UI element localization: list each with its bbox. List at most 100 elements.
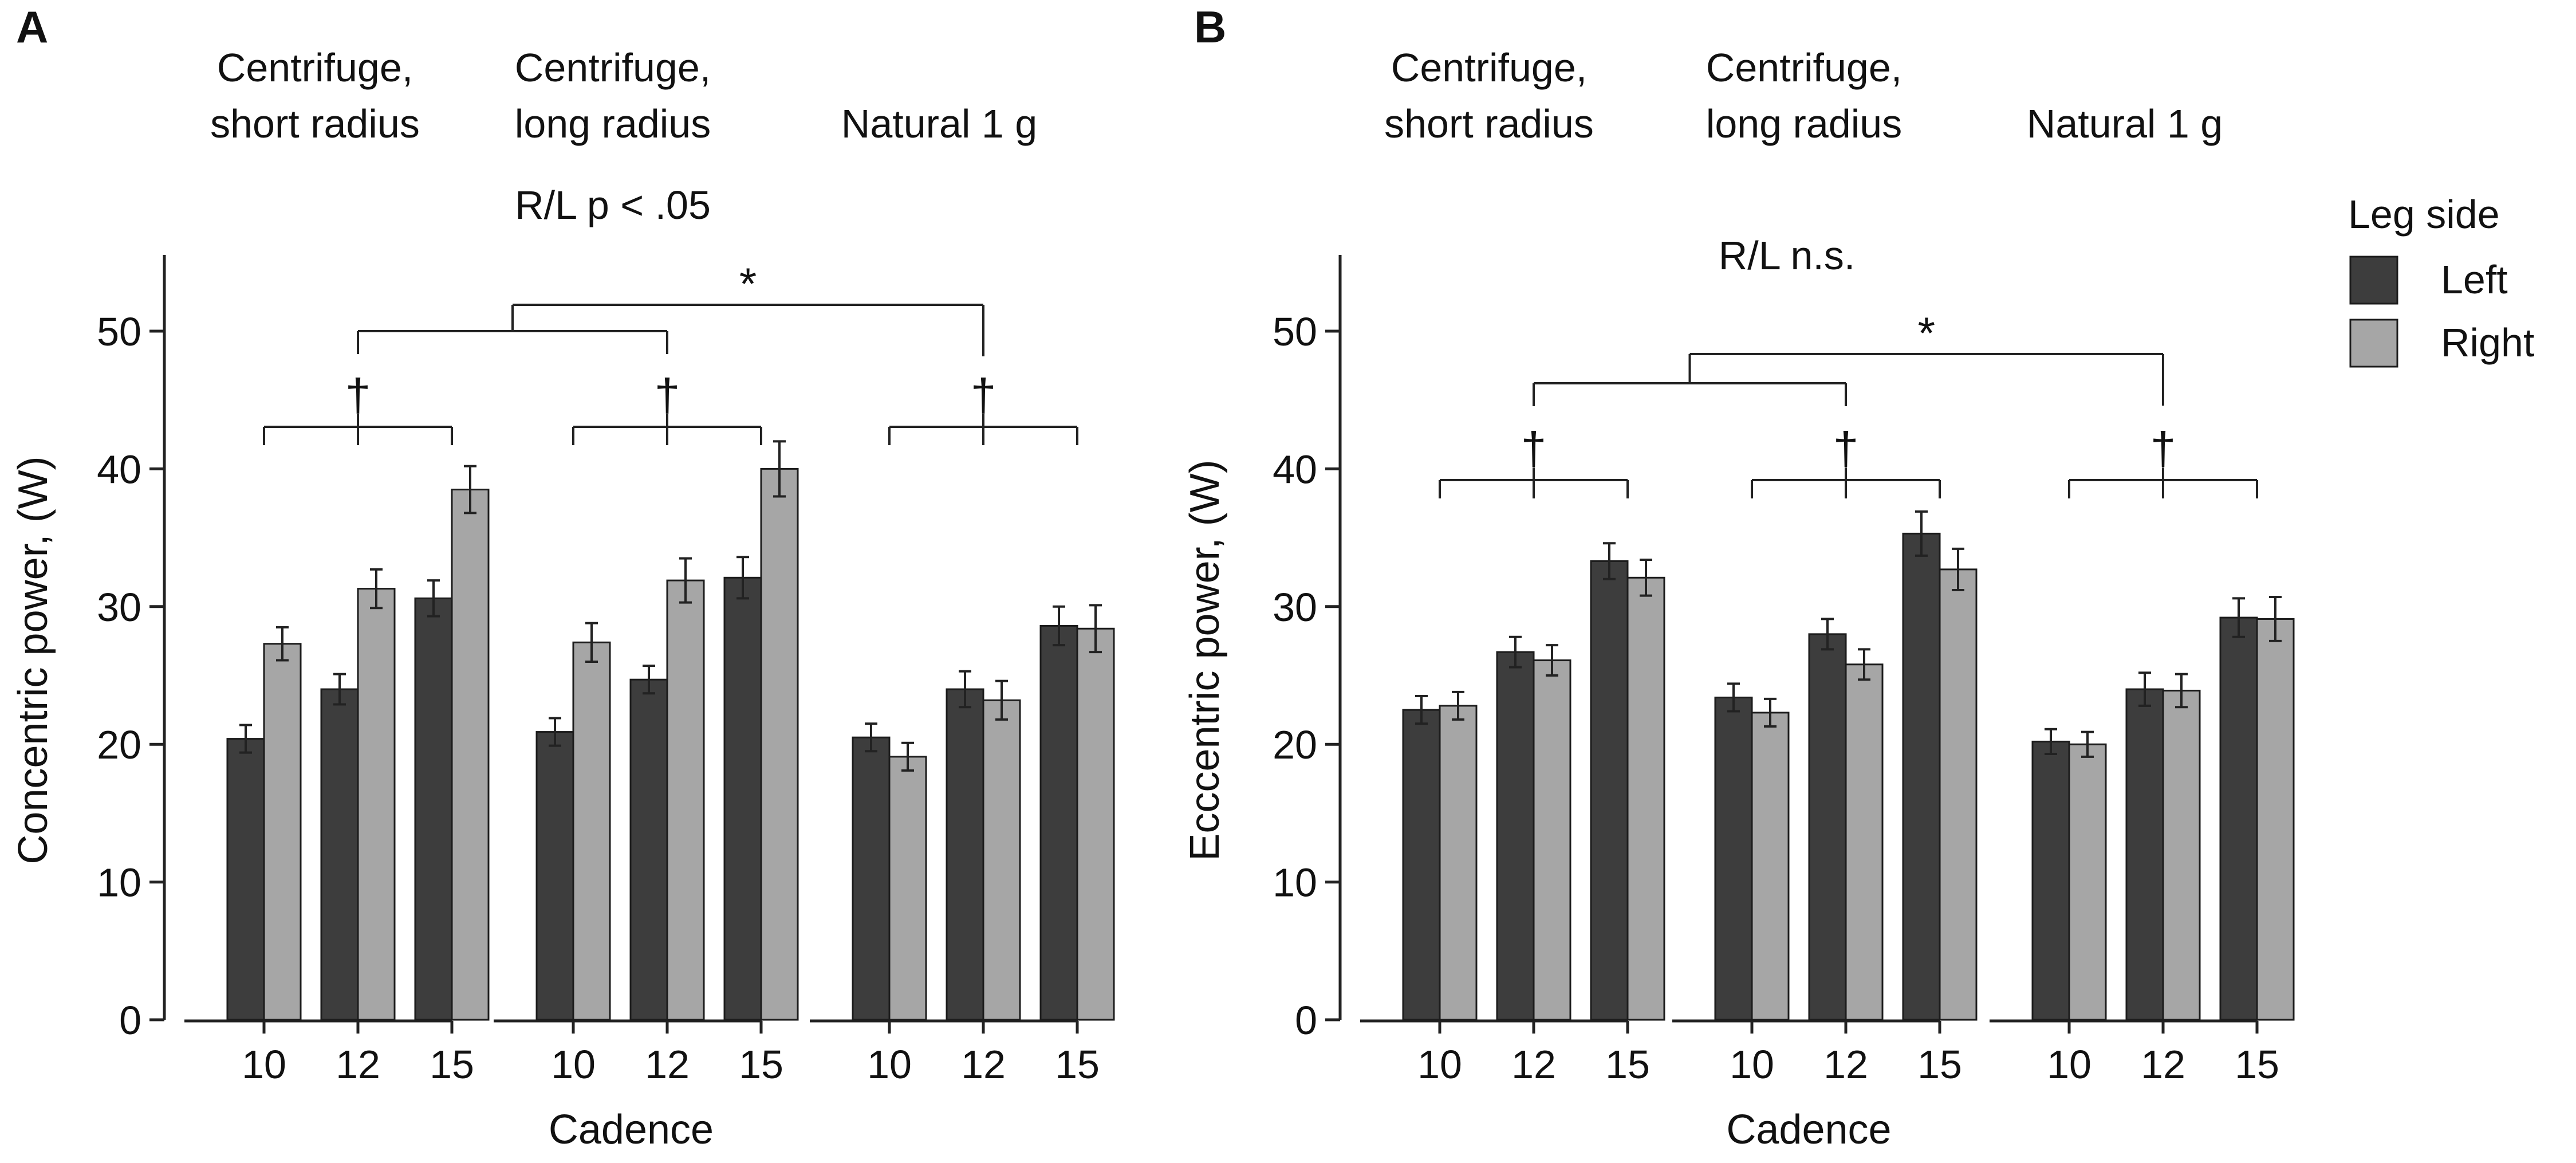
significance-bracket: †: [572, 370, 762, 445]
bar-left: [414, 597, 453, 1021]
significance-marker: *: [1918, 308, 1935, 358]
error-bar-right: [2269, 595, 2282, 642]
facet-title: short radius: [1384, 101, 1594, 146]
error-bar-left: [1821, 618, 1834, 651]
bar-left: [1590, 560, 1629, 1021]
significance-marker: †: [655, 370, 680, 421]
error-bar-right: [995, 679, 1008, 721]
error-bar-right: [679, 557, 692, 604]
x-tick-label: 12: [1823, 1042, 1868, 1087]
error-bar-left: [239, 724, 252, 754]
y-tick-label: 20: [97, 722, 141, 767]
y-tick-label: 10: [97, 861, 141, 905]
bar-right: [357, 588, 396, 1021]
error-bar-right: [2081, 730, 2094, 758]
facet-title: Centrifuge,: [217, 45, 413, 90]
error-bar-left: [643, 665, 655, 695]
x-tick-label: 10: [2047, 1042, 2091, 1087]
bar-right: [1845, 663, 1884, 1021]
significance-bracket: †: [888, 370, 1078, 445]
bar-left: [1808, 633, 1847, 1021]
error-bar-left: [736, 556, 749, 600]
bar-right: [1076, 627, 1115, 1021]
significance-marker: †: [1521, 423, 1547, 474]
x-tick-label: 15: [1917, 1042, 1962, 1087]
significance-marker: †: [2150, 423, 2176, 474]
facet-title: long radius: [515, 101, 711, 146]
bar-left: [852, 736, 891, 1021]
error-bar-right: [370, 568, 383, 610]
bar-right: [2068, 743, 2107, 1021]
x-axis-title: Cadence: [1726, 1107, 1891, 1153]
error-bar-left: [1053, 605, 1065, 647]
error-bar-right: [276, 626, 289, 662]
side-note: R/L n.s.: [1719, 233, 1856, 278]
error-bar-right: [773, 440, 786, 498]
error-bar-right: [901, 741, 914, 772]
top-significance-bracket: *: [357, 258, 984, 356]
facet-group: Centrifuge, short radius 10 12 15 †: [184, 45, 490, 1087]
x-tick-label: 15: [739, 1042, 783, 1087]
x-tick-label: 10: [867, 1042, 912, 1087]
bar-right: [760, 467, 799, 1021]
error-bar-left: [1727, 682, 1740, 713]
significance-marker: †: [345, 370, 371, 421]
significance-bracket: †: [263, 370, 453, 445]
y-tick-label: 30: [1273, 585, 1317, 630]
bar-right: [1533, 659, 1571, 1021]
y-tick-label: 40: [1273, 447, 1317, 492]
error-bar-right: [1452, 690, 1464, 721]
bar-left: [1714, 696, 1753, 1021]
bar-left: [629, 678, 668, 1021]
y-tick-label: 20: [1273, 722, 1317, 767]
facet-group: Natural 1 g 10 12 15 †: [810, 101, 1115, 1087]
facet-title: Centrifuge,: [1391, 45, 1587, 90]
error-bar-left: [959, 670, 971, 709]
bar-left: [723, 576, 762, 1021]
y-tick-label: 40: [97, 447, 141, 492]
significance-marker: †: [971, 370, 996, 421]
facet-title: long radius: [1706, 101, 1902, 146]
y-axis-title: Ecccentric power, (W): [1182, 459, 1228, 861]
bar-right: [263, 643, 302, 1021]
x-axis-title: Cadence: [549, 1107, 714, 1153]
facet-group: Centrifuge, long radius 10 12 15 †: [1672, 45, 1978, 1087]
x-tick-label: 12: [961, 1042, 1006, 1087]
x-tick-label: 10: [1730, 1042, 1774, 1087]
facet-title: Natural 1 g: [2027, 101, 2223, 146]
panel-label: A: [16, 2, 48, 52]
bar-right: [1751, 712, 1790, 1021]
significance-bracket: †: [1439, 423, 1629, 498]
y-tick-label: 50: [1273, 309, 1317, 354]
legend-swatch: [2349, 319, 2398, 368]
error-bar-right: [1952, 547, 1964, 591]
facet-group: Natural 1 g 10 12 15 †: [1990, 101, 2295, 1087]
facet-note: R/L p < .05: [515, 183, 711, 227]
panel-label: B: [1194, 2, 1226, 52]
legend-swatch: [2349, 256, 2398, 305]
error-bar-left: [2232, 597, 2245, 638]
error-bar-right: [1546, 644, 1558, 677]
y-tick-label: 50: [97, 309, 141, 354]
significance-marker: *: [739, 258, 757, 309]
x-tick-label: 12: [645, 1042, 690, 1087]
y-tick-label: 0: [119, 998, 141, 1043]
bar-left: [320, 688, 359, 1021]
y-axis-title: Concentric power, (W): [10, 456, 56, 864]
bar-left: [2219, 616, 2258, 1021]
bar-right: [451, 488, 490, 1021]
error-bar-right: [1764, 697, 1777, 728]
bar-left: [2125, 688, 2164, 1021]
error-bar-left: [1603, 542, 1616, 580]
error-bar-left: [2045, 728, 2057, 756]
x-tick-label: 15: [430, 1042, 474, 1087]
x-tick-label: 10: [242, 1042, 286, 1087]
bar-right: [888, 756, 927, 1021]
bar-right: [982, 699, 1021, 1021]
error-bar-left: [1509, 635, 1522, 669]
error-bar-right: [2175, 673, 2188, 709]
bar-right: [2256, 618, 2295, 1021]
facet-title: Natural 1 g: [841, 101, 1037, 146]
panel-a: A 0 10 20 30 40 50 Concentric power, (W) Centrif…: [10, 2, 1115, 1153]
top-significance-bracket: *: [1533, 308, 2164, 406]
